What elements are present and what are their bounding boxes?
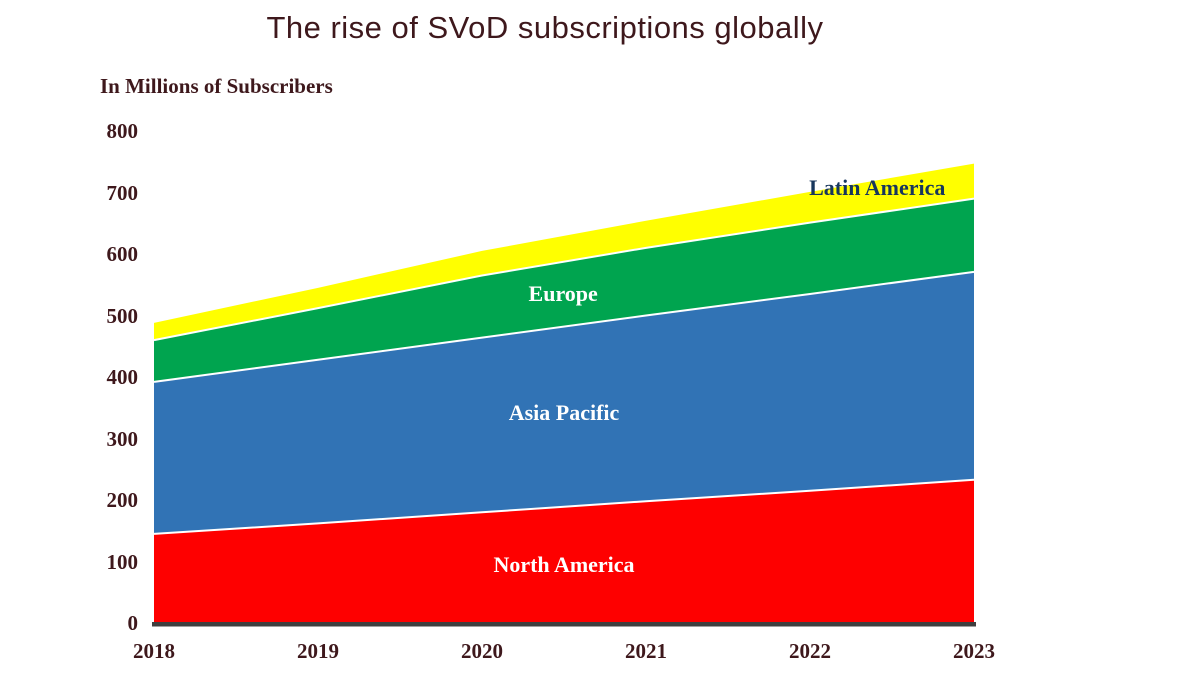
x-tick-2023: 2023: [953, 639, 995, 663]
area-latin-america: [154, 163, 974, 341]
area-label-north-america: North America: [493, 551, 635, 577]
x-axis-line: [152, 622, 976, 627]
series-separator: [153, 478, 975, 535]
area-label-europe: Europe: [528, 281, 598, 307]
chart-title: The rise of SVoD subscriptions globally: [266, 10, 824, 45]
x-tick-2020: 2020: [461, 639, 503, 663]
y-tick-400: 400: [106, 365, 139, 389]
area-asia-pacific: [154, 271, 974, 534]
x-tick-2022: 2022: [789, 639, 831, 663]
y-tick-800: 800: [106, 119, 139, 143]
y-tick-700: 700: [106, 180, 139, 205]
area-label-asia-pacific: Asia Pacific: [508, 399, 620, 425]
x-tick-2019: 2019: [297, 639, 339, 663]
x-tick-2018: 2018: [133, 639, 175, 663]
area-label-latin-america: Latin America: [809, 174, 946, 200]
y-tick-600: 600: [106, 242, 139, 266]
y-tick-200: 200: [106, 488, 139, 512]
y-tick-100: 100: [106, 549, 139, 574]
y-tick-0: 0: [127, 611, 139, 635]
y-tick-300: 300: [106, 426, 139, 451]
x-tick-2021: 2021: [625, 639, 667, 663]
x-axis-ticks: 2018 2019 2020 2021 2022 2023: [0, 639, 1200, 669]
series-separator: [153, 197, 975, 342]
y-axis-unit-label: In Millions of Subscribers: [100, 74, 333, 98]
series-separator: [153, 270, 975, 383]
y-tick-500: 500: [106, 303, 139, 328]
area-north-america: [154, 479, 974, 623]
area-europe: [154, 198, 974, 382]
y-axis-ticks: 0 100 200 300 400 500 600 700 800: [0, 0, 139, 675]
